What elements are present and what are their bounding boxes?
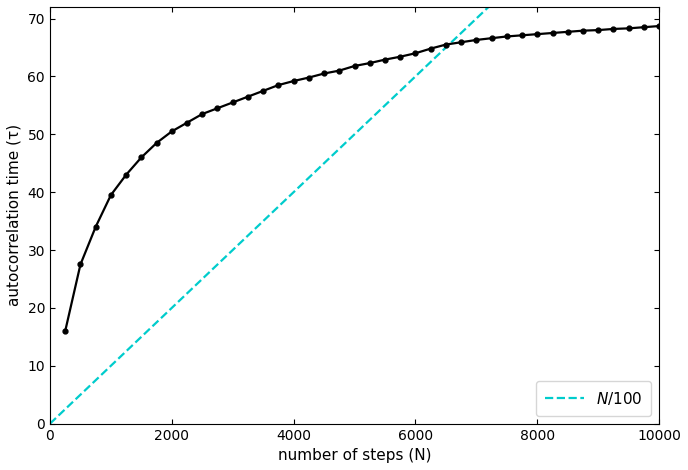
X-axis label: number of steps (N): number of steps (N) [278, 448, 431, 463]
Legend: $\it{N}$/100: $\it{N}$/100 [536, 381, 652, 416]
Y-axis label: autocorrelation time (τ): autocorrelation time (τ) [7, 124, 22, 306]
